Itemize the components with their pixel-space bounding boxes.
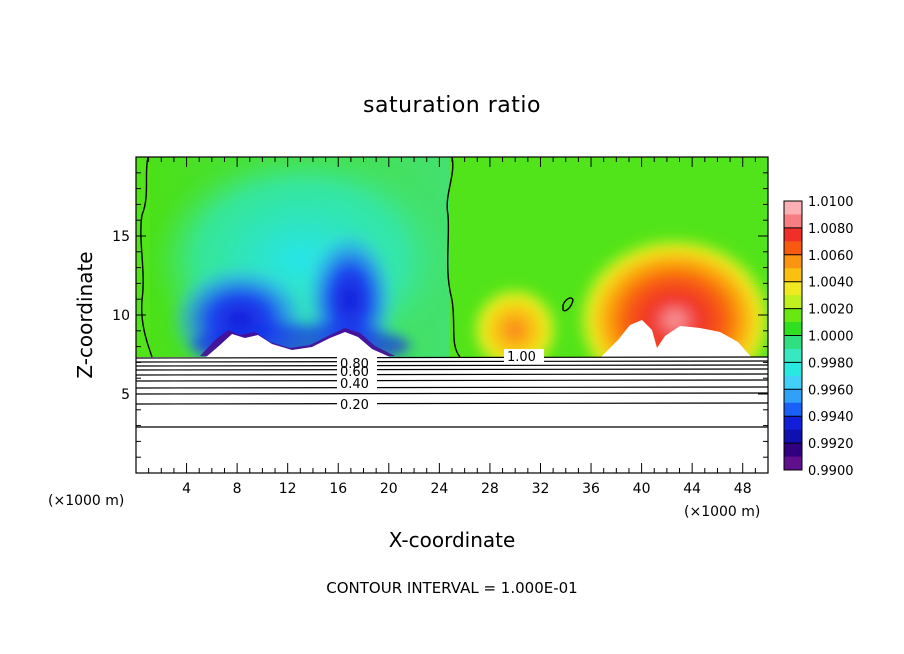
x-tick-label: 4 — [182, 481, 191, 497]
colorbar-swatch — [784, 375, 802, 390]
saturation-contour-loop — [562, 297, 574, 312]
chart-title: saturation ratio — [363, 93, 541, 118]
y-tick-label: 5 — [121, 387, 130, 403]
z-unit-label: (×1000 m) — [48, 493, 124, 509]
colorbar-label: 1.0040 — [808, 276, 854, 291]
colorbar-swatch — [784, 456, 802, 471]
x-tick-label: 32 — [532, 481, 550, 497]
colorbar-swatch — [784, 322, 802, 336]
colorbar-label: 1.0100 — [808, 195, 854, 210]
x-tick-label: 12 — [279, 481, 297, 497]
colorbar-swatch — [784, 281, 802, 296]
colorbar-label: 0.9980 — [808, 356, 854, 371]
colorbar-swatch — [784, 241, 802, 256]
colorbar-swatch — [784, 295, 802, 310]
contour-label-0.80: 0.80 — [340, 357, 369, 372]
clear-region-left — [205, 332, 392, 358]
x-tick-label: 48 — [734, 481, 752, 497]
contour-label-bg — [337, 355, 377, 391]
x-tick-label: 8 — [233, 481, 242, 497]
colorbar-label: 0.9920 — [808, 437, 854, 452]
colorbar-label: 1.0080 — [808, 222, 854, 237]
colorbar-label: 1.0000 — [808, 330, 854, 345]
contour-label-0.60: 0.60 — [340, 365, 369, 380]
colorbar-swatch — [784, 254, 802, 269]
colorbar-swatch — [784, 402, 802, 417]
colorbar-swatch — [784, 335, 802, 350]
colorbar-swatch — [784, 308, 802, 323]
saturation-contour-left — [140, 157, 153, 358]
x-axis-title: X-coordinate — [389, 528, 516, 552]
x-unit-label: (×1000 m) — [684, 504, 760, 520]
colorbar-swatch — [784, 362, 802, 377]
lower-layer — [136, 357, 768, 473]
clear-region-right — [600, 320, 752, 358]
y-tick-label: 10 — [112, 308, 130, 324]
colorbar: 1.0100 1.0080 1.0060 1.0040 1.0020 1.0000 0.99… — [783, 195, 854, 479]
y-tick-label: 15 — [112, 229, 130, 245]
colorbar-label: 0.9960 — [808, 383, 854, 398]
contour-label-bg — [504, 349, 544, 363]
colorbar-swatch — [784, 201, 802, 215]
colorbar-label: 0.9900 — [808, 464, 854, 479]
contour-label-group: 1.00 0.80 0.60 0.40 0.20 — [337, 349, 544, 413]
contour-label-0.40: 0.40 — [340, 377, 369, 392]
x-tick-label: 28 — [481, 481, 499, 497]
x-tick-label: 44 — [683, 481, 701, 497]
contour-line-0.10 — [136, 426, 768, 428]
contour-interval-note: CONTOUR INTERVAL = 1.000E-01 — [326, 579, 577, 597]
contour-label-0.20: 0.20 — [340, 398, 369, 413]
colorbar-swatch — [784, 443, 802, 458]
x-tick-label: 16 — [329, 481, 347, 497]
colorbar-swatch — [784, 348, 802, 363]
colorbar-label: 1.0060 — [808, 249, 854, 264]
colorbar-label: 0.9940 — [808, 410, 854, 425]
x-tick-label: 20 — [380, 481, 398, 497]
x-tick-label: 24 — [430, 481, 448, 497]
x-tick-label: 36 — [582, 481, 600, 497]
y-axis: 5 10 15 — [112, 172, 768, 458]
contour-label-bg — [337, 396, 377, 410]
saturation-contours — [140, 157, 574, 358]
colorbar-label: 1.0020 — [808, 303, 854, 318]
colorbar-swatch — [784, 429, 802, 444]
colorbar-swatch — [784, 416, 802, 431]
y-axis-title: Z-coordinate — [73, 251, 97, 378]
colorbar-swatch — [784, 268, 802, 283]
colorbar-swatch — [784, 389, 802, 404]
x-axis: 4 8 12 16 20 24 28 32 36 40 44 48 — [148, 157, 756, 497]
plot-area: 1.00 0.80 0.60 0.40 0.20 — [136, 157, 768, 473]
colorbar-swatch — [784, 227, 802, 242]
x-tick-label: 40 — [633, 481, 651, 497]
colorbar-swatch — [784, 214, 802, 229]
contour-line-0.30 — [136, 392, 768, 395]
contour-label-1.00: 1.00 — [507, 350, 536, 365]
saturation-contour-middle — [446, 157, 461, 358]
